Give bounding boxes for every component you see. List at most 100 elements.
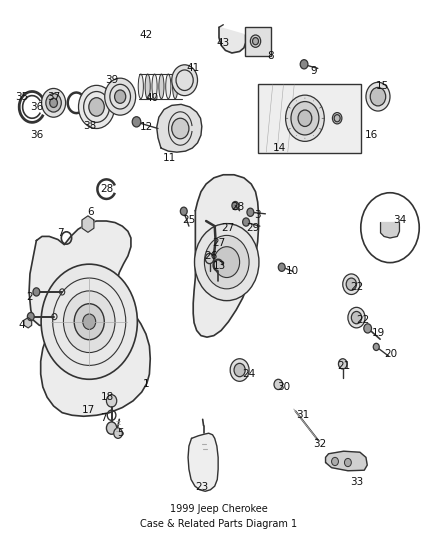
Text: 19: 19 (371, 328, 385, 338)
Text: 36: 36 (30, 130, 43, 140)
Ellipse shape (332, 112, 342, 124)
Text: 37: 37 (47, 92, 60, 102)
Circle shape (253, 37, 258, 45)
Circle shape (106, 395, 117, 407)
Circle shape (49, 98, 57, 108)
Circle shape (27, 312, 34, 321)
Ellipse shape (166, 74, 171, 99)
Ellipse shape (152, 74, 157, 99)
Bar (258, 84, 361, 153)
Text: 7: 7 (100, 413, 106, 423)
Text: 28: 28 (232, 202, 245, 212)
Polygon shape (29, 221, 150, 416)
Text: 24: 24 (243, 369, 256, 379)
Text: 3: 3 (254, 210, 261, 220)
Circle shape (205, 236, 249, 289)
Ellipse shape (334, 115, 340, 122)
Circle shape (172, 65, 198, 95)
Text: 9: 9 (310, 66, 317, 76)
Circle shape (230, 359, 249, 381)
Circle shape (366, 82, 390, 111)
Text: 6: 6 (87, 207, 93, 217)
Text: 8: 8 (267, 51, 274, 61)
Circle shape (33, 288, 40, 296)
Circle shape (106, 422, 117, 434)
Text: 34: 34 (393, 215, 406, 225)
Circle shape (46, 94, 61, 112)
Circle shape (348, 308, 365, 328)
Circle shape (243, 218, 250, 226)
Ellipse shape (298, 110, 312, 126)
Circle shape (300, 60, 308, 69)
Text: 18: 18 (101, 392, 114, 402)
Circle shape (172, 118, 189, 139)
Ellipse shape (291, 102, 319, 135)
Text: 17: 17 (81, 405, 95, 415)
Text: 27: 27 (212, 238, 226, 248)
Circle shape (373, 343, 379, 351)
Text: 26: 26 (204, 251, 217, 261)
Circle shape (114, 428, 122, 438)
Text: 15: 15 (376, 82, 389, 91)
Text: 22: 22 (357, 315, 370, 325)
Text: 38: 38 (84, 122, 97, 132)
Bar (245, 27, 271, 55)
Circle shape (132, 117, 141, 127)
Text: 22: 22 (350, 282, 363, 292)
Circle shape (232, 201, 239, 209)
Circle shape (346, 278, 357, 290)
Ellipse shape (286, 95, 324, 141)
Text: 25: 25 (182, 215, 195, 225)
Circle shape (180, 207, 187, 215)
Circle shape (332, 457, 339, 466)
Text: 1: 1 (143, 379, 149, 390)
Text: 33: 33 (350, 477, 363, 487)
Polygon shape (193, 175, 258, 337)
Text: 14: 14 (272, 143, 286, 153)
Text: 10: 10 (286, 266, 299, 277)
Text: 11: 11 (163, 154, 176, 163)
Circle shape (214, 247, 240, 278)
Text: 36: 36 (30, 102, 43, 112)
Ellipse shape (159, 74, 164, 99)
Circle shape (364, 324, 371, 333)
Text: 16: 16 (365, 130, 378, 140)
Text: 41: 41 (187, 63, 200, 74)
Text: 39: 39 (105, 75, 118, 85)
Circle shape (339, 359, 347, 369)
Circle shape (74, 304, 104, 340)
Polygon shape (325, 451, 367, 471)
Circle shape (247, 208, 254, 216)
Circle shape (370, 87, 386, 106)
Polygon shape (24, 318, 32, 328)
Text: 31: 31 (296, 410, 309, 420)
Polygon shape (219, 27, 246, 53)
Text: 20: 20 (384, 349, 397, 359)
Polygon shape (82, 216, 94, 232)
Text: 32: 32 (313, 439, 327, 448)
Circle shape (351, 311, 362, 324)
Text: 13: 13 (212, 261, 226, 271)
Text: 29: 29 (247, 223, 260, 233)
Polygon shape (188, 433, 218, 491)
Circle shape (64, 291, 115, 352)
Text: 43: 43 (217, 38, 230, 48)
Polygon shape (381, 223, 399, 238)
Text: 28: 28 (101, 184, 114, 194)
Text: 4: 4 (18, 320, 25, 330)
Text: 12: 12 (139, 123, 152, 133)
Text: 40: 40 (146, 93, 159, 103)
Polygon shape (157, 104, 202, 152)
Text: 42: 42 (139, 30, 152, 40)
Text: 23: 23 (195, 482, 208, 492)
Circle shape (234, 364, 245, 377)
Circle shape (89, 98, 104, 116)
Circle shape (83, 314, 95, 329)
Text: 5: 5 (117, 428, 124, 438)
Text: 21: 21 (337, 361, 350, 372)
Circle shape (274, 379, 283, 390)
Circle shape (105, 78, 136, 115)
Text: 7: 7 (57, 228, 64, 238)
Text: 2: 2 (27, 292, 33, 302)
Text: 27: 27 (221, 223, 234, 233)
